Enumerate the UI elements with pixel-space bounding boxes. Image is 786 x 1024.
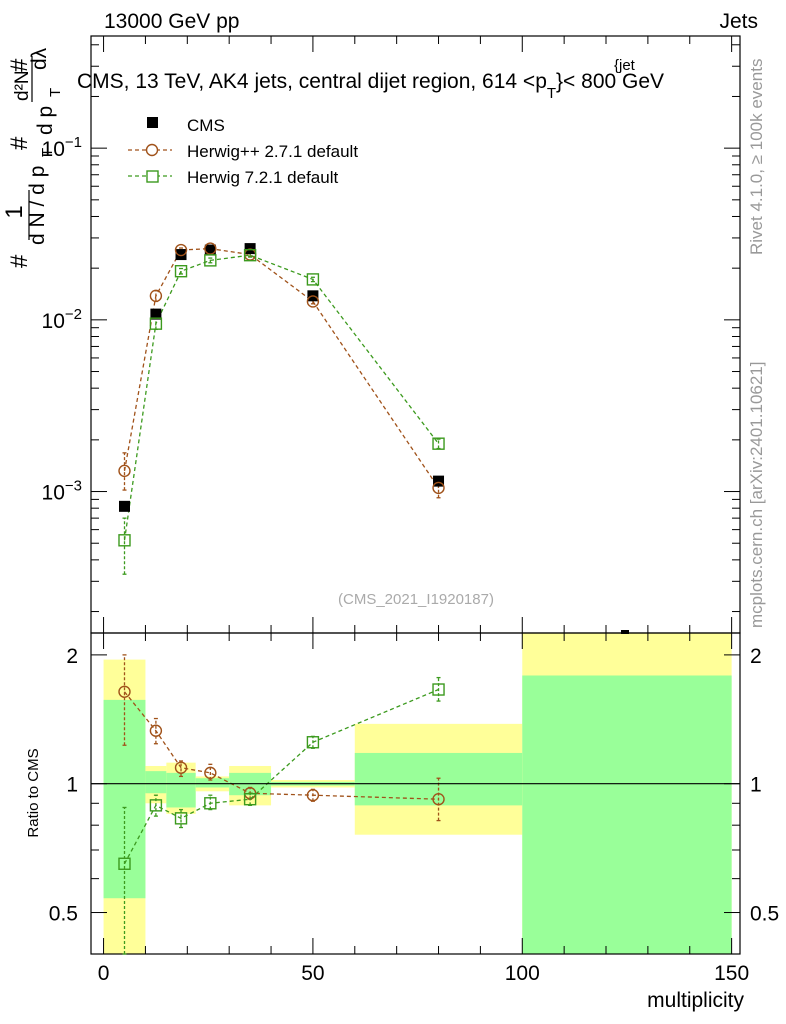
legend: CMS Herwig++ 2.7.1 default Herwig 7.2.1 … xyxy=(128,116,358,187)
ratio-y-tick-label: 1 xyxy=(66,774,78,797)
svg-text:T: T xyxy=(47,88,64,97)
svg-text:d p: d p xyxy=(34,106,57,135)
x-tick-label: 50 xyxy=(301,962,324,985)
svg-text:T: T xyxy=(39,148,56,157)
ratio-uncertainty-bands xyxy=(103,633,732,954)
ratio-point-herwig7 xyxy=(204,797,217,810)
series-line-herwig7 xyxy=(123,254,440,541)
ratio-band-green-2 xyxy=(166,772,196,808)
ratio-y-tick-label: 0.5 xyxy=(750,903,779,926)
ratio-band-green-3 xyxy=(195,778,230,788)
ratio-point-herwigpp xyxy=(204,766,217,780)
main-y-ticks: 10−3 10−2 10−1 xyxy=(42,44,740,613)
svg-text:1: 1 xyxy=(1,205,28,218)
data-point-herwig7 xyxy=(432,437,445,450)
data-point-herwigpp xyxy=(432,481,445,495)
data-point-herwigpp xyxy=(204,242,217,255)
x-tick-label: 150 xyxy=(714,962,749,985)
ratio-point-herwig7 xyxy=(174,812,188,825)
data-point-cms xyxy=(150,308,162,320)
ratio-point-herwig7 xyxy=(118,857,131,870)
ratio-y-axis-label: Ratio to CMS xyxy=(25,748,42,837)
ratio-y-ticks: 0.5 0.5 1 1 2 2 xyxy=(49,645,779,926)
plot-title-superscript: {jet xyxy=(614,57,636,74)
svg-text:#: # xyxy=(6,254,33,268)
ratio-point-herwig7 xyxy=(432,683,445,696)
legend-marker-herwig7 xyxy=(146,170,159,183)
ratio-y-tick-label: 2 xyxy=(66,645,78,668)
main-y-tick-label: 10−1 xyxy=(42,134,82,161)
x-ticks: 0 50 100 150 xyxy=(98,36,749,985)
data-point-herwig7 xyxy=(174,265,188,278)
data-point-herwig7 xyxy=(306,273,320,286)
ratio-point-herwig7 xyxy=(306,736,320,749)
svg-text:#: # xyxy=(6,136,33,150)
overflow-marker xyxy=(621,630,629,634)
ratio-point-herwigpp xyxy=(118,685,131,698)
data-point-cms xyxy=(204,244,216,256)
data-point-herwig7 xyxy=(118,534,131,547)
svg-text:d N / d p: d N / d p xyxy=(26,166,49,245)
main-y-axis-label: # 1 d N / d p T # d²N d p T # dλ xyxy=(1,47,64,268)
data-point-cms xyxy=(433,475,445,487)
ratio-point-herwigpp xyxy=(174,761,188,774)
x-tick-label: 0 xyxy=(98,962,110,985)
legend-label-cms: CMS xyxy=(187,116,225,135)
ratio-point-herwigpp xyxy=(432,793,445,806)
main-y-tick-label: 10−3 xyxy=(42,478,82,505)
analysis-id-label: (CMS_2021_I1920187) xyxy=(338,591,494,608)
ratio-band-green-7 xyxy=(522,675,732,954)
main-series xyxy=(118,242,445,575)
data-point-herwigpp xyxy=(174,243,188,257)
collision-label: 13000 GeV pp xyxy=(104,10,239,33)
legend-label-herwig7: Herwig 7.2.1 default xyxy=(187,168,338,187)
data-point-herwigpp xyxy=(306,295,320,308)
ratio-point-herwigpp xyxy=(149,724,163,737)
main-y-tick-label: 10−2 xyxy=(42,306,82,333)
svg-text:dλ: dλ xyxy=(28,47,51,70)
legend-marker-cms xyxy=(147,117,158,128)
rivet-version-label: Rivet 4.1.0, ≥ 100k events xyxy=(747,59,766,255)
x-tick-label: 100 xyxy=(505,962,540,985)
data-point-herwig7 xyxy=(243,248,257,262)
data-point-cms xyxy=(175,249,187,261)
svg-text:d²N: d²N xyxy=(12,70,33,101)
ratio-point-herwig7 xyxy=(243,793,257,806)
data-point-herwigpp xyxy=(118,464,131,478)
data-point-cms xyxy=(118,500,130,512)
ratio-series xyxy=(118,654,445,955)
x-axis-label: multiplicity xyxy=(647,989,744,1012)
legend-label-herwigpp: Herwig++ 2.7.1 default xyxy=(187,142,358,161)
ratio-y-tick-label: 0.5 xyxy=(49,903,78,926)
legend-marker-herwigpp xyxy=(145,143,159,157)
ratio-band-green-1 xyxy=(145,771,167,794)
ratio-y-tick-label: 2 xyxy=(750,645,762,668)
data-point-herwigpp xyxy=(149,289,163,303)
svg-text:#: # xyxy=(6,58,33,72)
category-label: Jets xyxy=(719,10,758,33)
ratio-plot-frame xyxy=(90,632,741,955)
mcplots-label: mcplots.cern.ch [arXiv:2401.10621] xyxy=(747,362,766,628)
ratio-y-tick-label: 1 xyxy=(750,774,762,797)
ratio-point-herwigpp xyxy=(306,789,320,802)
series-line-herwigpp xyxy=(123,247,440,489)
ratio-point-herwig7 xyxy=(149,799,163,812)
data-point-herwig7 xyxy=(204,254,217,267)
plot-title: CMS, 13 TeV, AK4 jets, central dijet reg… xyxy=(77,70,664,102)
data-point-herwig7 xyxy=(149,317,163,330)
